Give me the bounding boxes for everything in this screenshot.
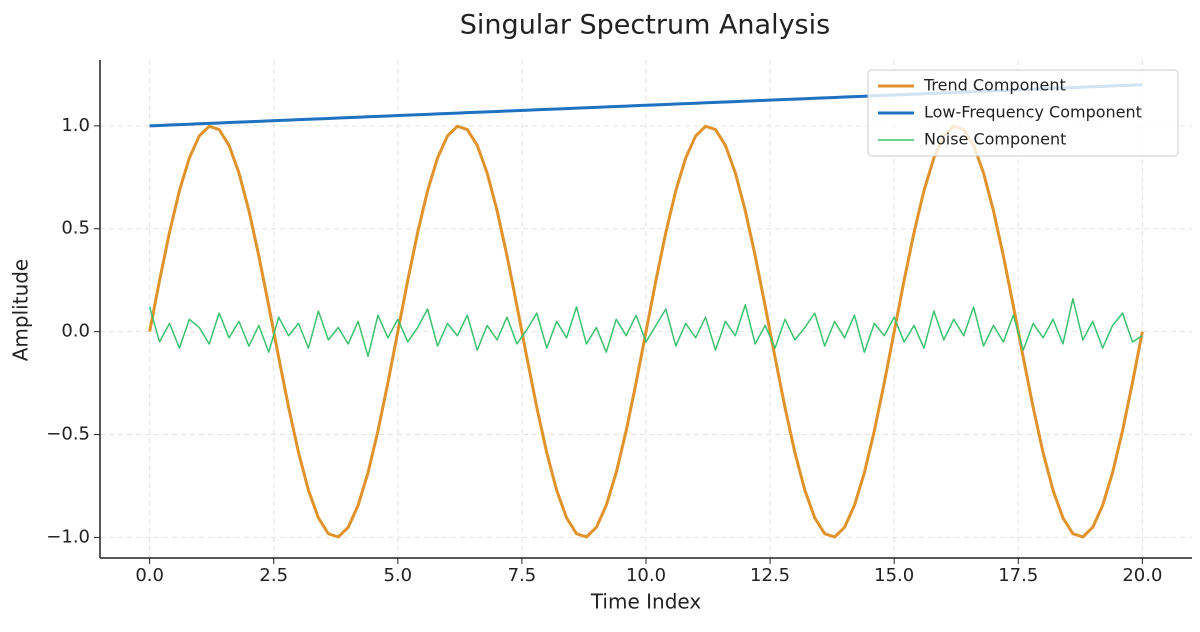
- x-tick-label: 17.5: [998, 565, 1038, 586]
- legend-box: [867, 69, 1179, 157]
- y-tick-label: 0.5: [61, 218, 90, 239]
- y-tick-label: 1.0: [61, 115, 90, 136]
- legend-label: Trend Component: [923, 76, 1066, 95]
- legend-label: Noise Component: [924, 130, 1066, 149]
- legend-label: Low-Frequency Component: [924, 103, 1142, 122]
- x-tick-label: 5.0: [383, 565, 412, 586]
- series-line: [148, 297, 1143, 358]
- y-tick-label: −0.5: [46, 424, 90, 445]
- x-tick-label: 7.5: [508, 565, 537, 586]
- x-tick-label: 10.0: [626, 565, 666, 586]
- x-tick-label: 20.0: [1122, 565, 1162, 586]
- chart-title: Singular Spectrum Analysis: [460, 10, 830, 41]
- y-tick-label: −1.0: [46, 526, 90, 547]
- y-tick-label: 0.0: [61, 321, 90, 342]
- x-axis-label: Time Index: [590, 590, 702, 614]
- x-tick-label: 0.0: [135, 565, 164, 586]
- x-tick-label: 15.0: [874, 565, 914, 586]
- x-tick-label: 12.5: [750, 565, 790, 586]
- y-axis-label: Amplitude: [9, 259, 33, 362]
- x-tick-label: 2.5: [259, 565, 288, 586]
